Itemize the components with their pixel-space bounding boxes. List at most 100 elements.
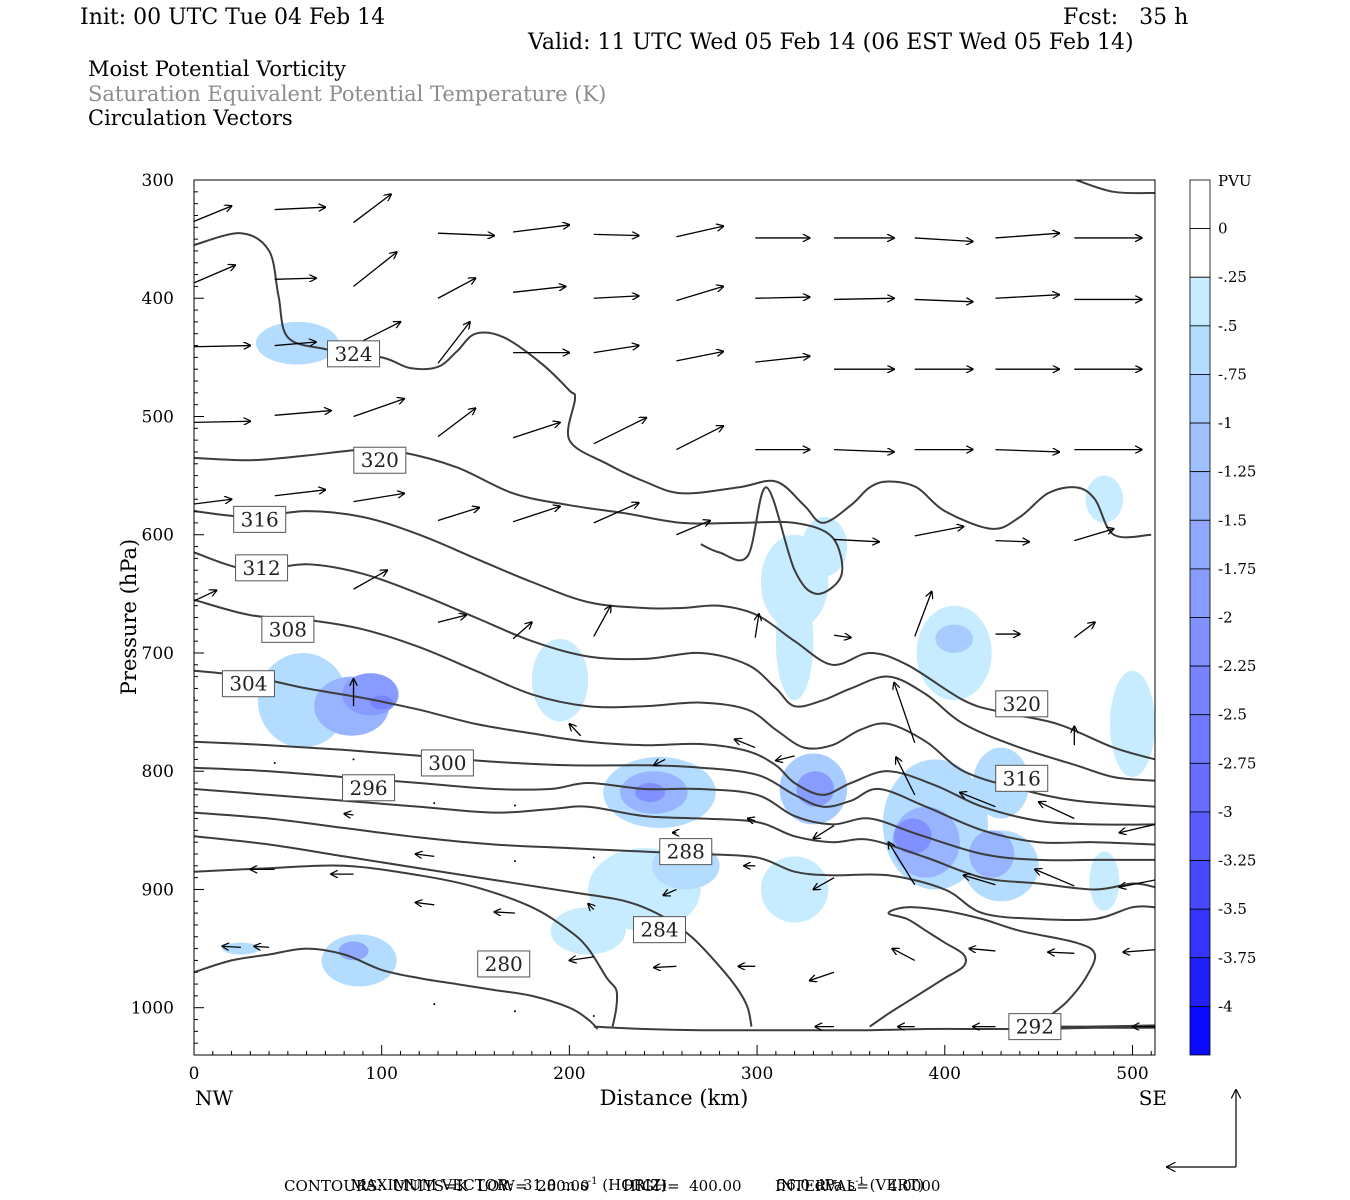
colorbar-label: -1.5	[1218, 511, 1247, 529]
circulation-vector-121	[254, 946, 270, 947]
circulation-vector-82	[415, 854, 435, 856]
contour-324-0	[194, 232, 1152, 539]
circulation-vector-10	[995, 233, 1059, 239]
colorbar-swatch-5	[1189, 422, 1211, 473]
colorbar-swatch-13	[1189, 811, 1211, 861]
contour-296-8	[194, 766, 1155, 862]
circulation-vector-115	[592, 1014, 595, 1017]
colorbar-label: -3.5	[1218, 900, 1247, 918]
contour-label-324: 324	[327, 340, 381, 368]
contour-324-1	[1075, 180, 1155, 195]
contour-label-text: 324	[334, 342, 372, 366]
contour-288-10	[194, 811, 1155, 922]
contour-312-4	[194, 551, 1155, 782]
circulation-vector-36	[194, 421, 250, 422]
contour-label-text: 288	[667, 840, 705, 864]
circulation-vector-114	[513, 1010, 516, 1013]
contour-316-3	[194, 510, 1155, 761]
circulation-vector-84	[592, 856, 595, 859]
pv-area-29	[222, 942, 260, 955]
x-tick-label: 400	[929, 1064, 961, 1084]
colorbar-swatch-9	[1189, 617, 1211, 667]
colorbar-label: -2.75	[1218, 754, 1256, 772]
colorbar-label: -3.75	[1218, 949, 1256, 967]
circulation-vector-96	[588, 904, 594, 910]
x-right-direction-label: SE	[1139, 1086, 1167, 1110]
colorbar-label: -3	[1218, 803, 1233, 821]
circulation-vector-57	[995, 541, 1029, 542]
contour-label-312: 312	[235, 554, 289, 582]
x-tick-label: 500	[1116, 1064, 1148, 1084]
circulation-vector-73	[776, 756, 795, 761]
x-tick-label: 0	[189, 1064, 200, 1084]
pv-area-28	[1089, 851, 1120, 911]
circulation-vector-15	[437, 278, 476, 299]
x-axis-label: Distance (km)	[600, 1086, 749, 1110]
contour-label-text: 316	[1003, 766, 1041, 790]
circulation-vector-64	[755, 614, 759, 638]
pv-area-2	[342, 673, 399, 716]
contour-280-13	[194, 947, 599, 1030]
x-tick-label: 300	[741, 1064, 773, 1084]
contour-label-text: 300	[428, 751, 466, 775]
contours-note: CONTOURS: UNITS=K LOW= 280.00 HIGH= 400.…	[284, 1177, 941, 1195]
max-vector-vert: (VERT)	[864, 1176, 925, 1194]
colorbar-label: -.5	[1218, 317, 1237, 335]
contour-label-320: 320	[995, 690, 1049, 718]
colorbar-swatch-6	[1189, 471, 1211, 521]
circulation-vector-55	[834, 539, 879, 541]
colorbar-swatch-2	[1189, 276, 1211, 327]
circulation-vector-74	[894, 683, 916, 744]
contour-label-text: 320	[361, 448, 399, 472]
colorbar-label: -4	[1218, 997, 1233, 1015]
circulation-vector-56	[914, 526, 964, 537]
contour-320-2	[194, 448, 844, 595]
contour-labels: 324 320 316 312 308 304 300 296 288 284 280 320 316 2…	[221, 340, 1062, 1041]
circulation-vector-3	[437, 233, 494, 235]
x-tick-label: 200	[553, 1064, 585, 1084]
circulation-vector-77	[273, 761, 276, 764]
max-vector-horiz: (HORIZ)	[597, 1176, 668, 1194]
circulation-vector-86	[748, 819, 756, 821]
circulation-vector-20	[834, 298, 894, 299]
y-tick-label: 600	[142, 526, 174, 546]
colorbar-swatch-12	[1189, 762, 1211, 813]
circulation-vector-27	[437, 322, 470, 364]
circulation-vector-29	[593, 346, 639, 354]
contour-label-text: 284	[640, 918, 678, 942]
circulation-vector-62	[512, 622, 532, 640]
contour-label-296: 296	[342, 774, 396, 802]
circulation-vector-5	[593, 234, 639, 235]
circulation-vector-88	[896, 757, 916, 796]
pv-colorbar: 0 -.25 -.5 -.75 -1 -1.25 -1.5 -1.75 -2 -2.25 -2.5 -…	[1189, 179, 1256, 1056]
contour-label-320: 320	[353, 446, 407, 474]
circulation-vector-120	[222, 946, 241, 947]
pv-area-22	[969, 830, 1015, 878]
pv-area-26	[1109, 670, 1155, 778]
contour-label-text: 320	[1003, 692, 1041, 716]
y-tick-label: 900	[142, 880, 174, 900]
circulation-vector-83	[513, 860, 516, 863]
pv-area-17	[760, 856, 829, 923]
circulation-vector-46	[995, 450, 1059, 452]
circulation-vector-44	[834, 450, 894, 452]
colorbar-swatch-10	[1189, 665, 1211, 716]
y-axis-label: Pressure (hPa)	[117, 539, 141, 695]
circulation-vector-111	[1048, 952, 1075, 953]
contour-label-308: 308	[261, 615, 315, 643]
circulation-vector-63	[593, 606, 611, 637]
circulation-vector-51	[437, 508, 479, 522]
circulation-vector-60	[353, 570, 388, 590]
max-vector-vert-exponent: -1	[855, 1176, 865, 1187]
circulation-vector-113	[433, 1003, 436, 1006]
init-label: Init: 00 UTC Tue 04 Feb 14	[80, 5, 386, 30]
colorbar-label: -.75	[1218, 365, 1247, 383]
circulation-vector-6	[676, 226, 723, 238]
max-vector-exponent: -1	[587, 1176, 598, 1187]
circulation-vector-72	[735, 739, 756, 749]
pv-area-13	[802, 516, 848, 577]
contour-304-6	[194, 669, 1155, 826]
circulation-vector-31	[755, 356, 809, 363]
circulation-vector-2	[353, 194, 392, 224]
